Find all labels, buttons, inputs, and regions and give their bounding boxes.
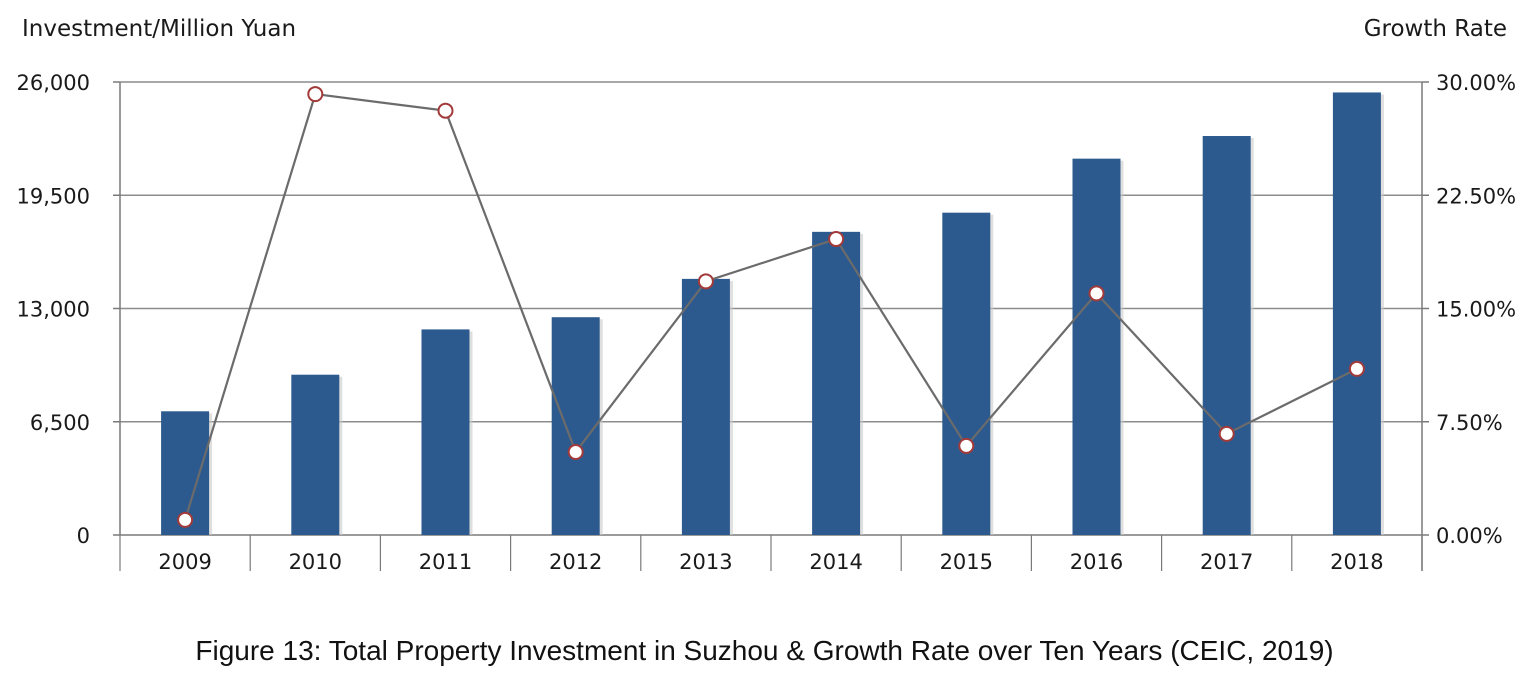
growth-rate-point	[1088, 285, 1105, 302]
growth-rate-point	[828, 231, 845, 248]
x-tick-label: 2010	[289, 550, 342, 574]
bar	[1332, 92, 1381, 535]
x-tick-label: 2016	[1070, 550, 1123, 574]
growth-rate-point	[307, 86, 324, 103]
right-tick-label: 30.00%	[1436, 71, 1516, 95]
growth-rate-point	[177, 511, 194, 528]
bar	[1202, 136, 1251, 535]
figure-caption: Figure 13: Total Property Investment in …	[195, 635, 1334, 666]
left-tick-label: 19,500	[17, 184, 90, 208]
growth-rate-point	[1348, 360, 1365, 377]
x-tick-label: 2011	[419, 550, 472, 574]
right-tick-label: 15.00%	[1436, 298, 1516, 322]
growth-rate-point	[1218, 425, 1235, 442]
bar	[1072, 158, 1121, 535]
x-tick-label: 2018	[1330, 550, 1383, 574]
bar	[551, 317, 600, 535]
left-tick-label: 13,000	[17, 298, 90, 322]
bar	[291, 374, 340, 535]
bar	[812, 231, 861, 536]
left-axis-title: Investment/Million Yuan	[22, 16, 297, 42]
right-tick-label: 0.00%	[1436, 524, 1503, 548]
x-tick-label: 2017	[1200, 550, 1253, 574]
left-tick-label: 0	[77, 524, 90, 548]
bar	[942, 212, 991, 535]
bar	[681, 278, 730, 535]
x-tick-label: 2014	[809, 550, 862, 574]
growth-rate-point	[958, 437, 975, 454]
growth-rate-point	[437, 102, 454, 119]
x-tick-label: 2015	[940, 550, 993, 574]
left-tick-label: 26,000	[17, 71, 90, 95]
x-tick-label: 2009	[158, 550, 211, 574]
x-tick-label: 2012	[549, 550, 602, 574]
right-axis-title: Growth Rate	[1363, 16, 1507, 42]
left-tick-label: 6,500	[30, 411, 90, 435]
chart-canvas: 0 6,500 13,000 19,500 26,000 0.00% 7.50% 15.00%…	[17, 71, 1517, 574]
right-tick-label: 7.50%	[1436, 411, 1503, 435]
bar	[421, 329, 470, 535]
growth-rate-point	[697, 273, 714, 290]
x-tick-label: 2013	[679, 550, 732, 574]
growth-rate-point	[567, 443, 584, 460]
right-tick-label: 22.50%	[1436, 184, 1516, 208]
growth-rate-line	[184, 92, 1358, 521]
